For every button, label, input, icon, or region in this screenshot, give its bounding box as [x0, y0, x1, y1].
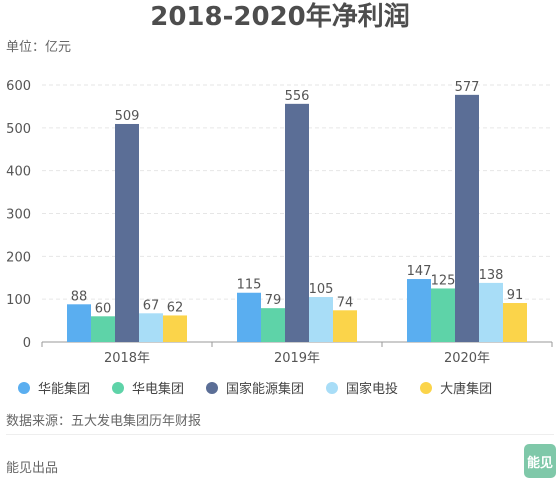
- data-label: 88: [71, 289, 88, 304]
- y-tick-label: 100: [6, 293, 31, 308]
- legend-item[interactable]: 华电集团: [112, 378, 184, 397]
- x-tick-label: 2018年: [104, 351, 150, 366]
- data-label: 147: [407, 264, 432, 279]
- legend-label: 华能集团: [38, 382, 91, 397]
- bar: [309, 297, 333, 342]
- legend-label: 国家电投: [346, 382, 399, 397]
- bar-chart: 0 100 200 300 400 500 600 88 60 509 67 62 2018年 11579…: [6, 79, 553, 366]
- bar: [91, 316, 115, 342]
- bar: [407, 279, 431, 342]
- bar: [503, 303, 527, 342]
- data-label: 577: [455, 80, 480, 95]
- legend-label: 大唐集团: [440, 382, 493, 397]
- bar: [431, 288, 455, 342]
- y-tick-label: 300: [6, 208, 31, 223]
- bar: [67, 304, 91, 342]
- legend-swatch: [112, 381, 125, 394]
- footer-credit: 能见出品: [6, 461, 59, 476]
- data-source: 数据来源：五大发电集团历年财报: [6, 414, 202, 429]
- legend-label: 华电集团: [132, 382, 185, 397]
- x-tick-label: 2020年: [444, 351, 490, 366]
- data-label: 138: [479, 268, 504, 283]
- bar: [479, 282, 503, 342]
- y-tick-label: 400: [6, 165, 31, 180]
- legend-swatch: [206, 381, 219, 394]
- bar: [237, 292, 261, 342]
- data-label: 74: [337, 295, 354, 310]
- legend-swatch: [326, 381, 339, 394]
- legend-label: 国家能源集团: [226, 382, 305, 397]
- y-tick-label: 600: [6, 79, 31, 94]
- bar: [455, 94, 479, 342]
- data-label: 62: [167, 300, 184, 315]
- chart-title: 2018-2020年净利润: [150, 2, 410, 32]
- unit-label: 单位：亿元: [6, 40, 72, 55]
- bar: [163, 315, 187, 342]
- data-label: 60: [95, 301, 112, 316]
- divider: [6, 434, 554, 435]
- legend-item[interactable]: 国家电投: [326, 378, 398, 397]
- legend-swatch: [420, 381, 433, 394]
- x-tick-label: 2019年: [274, 351, 320, 366]
- bar: [333, 310, 357, 342]
- bar: [139, 313, 163, 342]
- data-label: 509: [115, 109, 140, 124]
- legend-item[interactable]: 华能集团: [18, 378, 90, 397]
- y-tick-label: 200: [6, 250, 31, 265]
- bar: [115, 123, 139, 342]
- data-label: 79: [265, 293, 282, 308]
- data-label: 91: [507, 288, 524, 303]
- data-label: 125: [431, 273, 456, 288]
- legend-item[interactable]: 国家能源集团: [206, 378, 304, 397]
- data-label: 105: [309, 282, 334, 297]
- data-label: 556: [285, 89, 310, 104]
- bar: [261, 308, 285, 342]
- data-label: 67: [143, 298, 160, 313]
- bar: [285, 103, 309, 342]
- legend-swatch: [18, 381, 30, 394]
- y-tick-label: 500: [6, 122, 31, 137]
- brand-logo: 能见: [524, 444, 556, 478]
- legend-item[interactable]: 大唐集团: [420, 378, 492, 397]
- y-tick-label: 0: [23, 336, 31, 351]
- chart-legend: 华能集团 华电集团 国家能源集团 国家电投 大唐集团: [18, 378, 514, 397]
- data-label: 115: [237, 278, 262, 293]
